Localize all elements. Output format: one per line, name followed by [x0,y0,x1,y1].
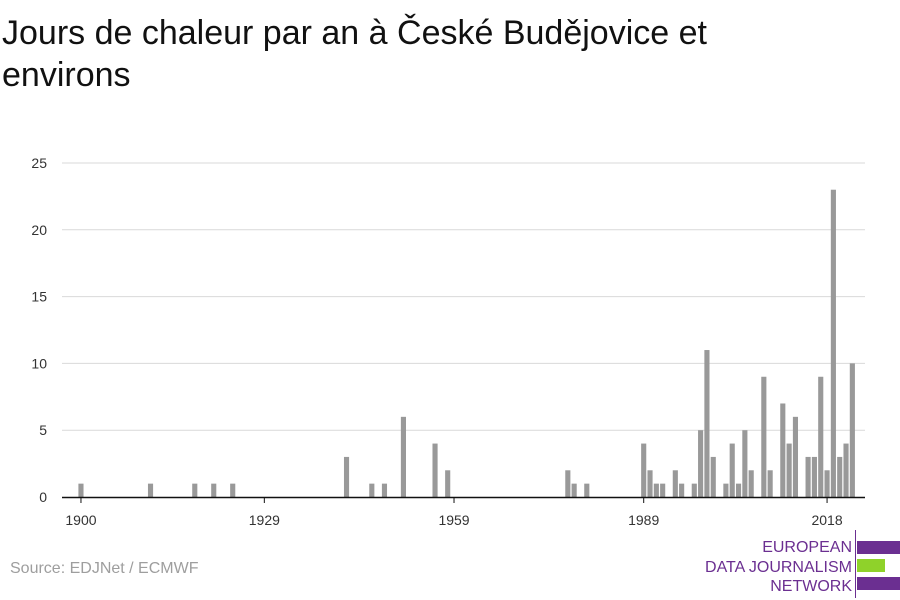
bar [230,483,236,497]
x-tick-label: 1959 [438,512,469,528]
bar [653,483,659,497]
bar [698,430,704,497]
bar [811,456,817,497]
bar [584,483,590,497]
bar [837,456,843,497]
x-axis-labels: 1900 1929 1959 1989 2018 [65,512,842,528]
bar [679,483,685,497]
source-note: Source: EDJNet / ECMWF [10,560,199,577]
y-tick-label: 5 [39,422,47,438]
logo-text: EUROPEAN DATA JOURNALISM NETWORK [705,538,852,597]
logo-bar-green [857,559,885,572]
logo-bar-purple-top [857,541,900,554]
bar [704,350,710,497]
bar [565,470,571,497]
bar [748,470,754,497]
bar [691,483,697,497]
logo-bar-purple-bottom [857,577,900,590]
bar [432,443,438,497]
bar [786,443,792,497]
y-axis-labels: 0 5 10 15 20 25 [31,155,47,505]
bar [78,483,84,497]
bar [192,483,198,497]
bar [805,456,811,497]
bar [660,483,666,497]
x-tick-label: 2018 [811,512,842,528]
bar [723,483,729,497]
logo-divider [855,530,856,598]
bar [849,363,855,497]
y-tick-label: 0 [39,489,47,505]
grid-lines [62,162,865,431]
logo-line-2: DATA JOURNALISM [705,558,852,576]
bar [824,470,830,497]
bar [735,483,742,497]
bar [381,483,388,497]
bar [369,483,375,497]
y-tick-label: 20 [31,222,47,238]
bar [792,416,799,497]
y-tick-label: 25 [31,155,47,171]
y-tick-label: 10 [31,355,47,371]
bar [147,483,154,497]
x-tick-label: 1929 [249,512,280,528]
x-tick-label: 1900 [65,512,96,528]
bar [400,416,406,497]
bars [78,189,855,497]
bar [830,189,836,497]
x-axis [62,496,865,503]
bar [343,456,350,497]
bar [445,470,451,497]
logo-line-3: NETWORK [770,578,852,595]
bar [647,470,653,497]
bar [672,470,678,497]
bar [780,403,786,497]
chart-title: Jours de chaleur par an à České Budějovi… [2,14,707,94]
x-tick-label: 1989 [628,512,659,528]
y-tick-label: 15 [31,289,47,305]
logo-line-1: EUROPEAN [762,539,852,556]
bar [742,430,748,497]
bar [818,376,824,497]
bar [211,483,217,497]
bar [710,456,716,497]
bar [843,443,849,497]
bar [761,376,767,497]
bar [571,483,577,497]
bar [641,443,647,497]
bar [767,470,773,497]
bar [729,443,735,497]
